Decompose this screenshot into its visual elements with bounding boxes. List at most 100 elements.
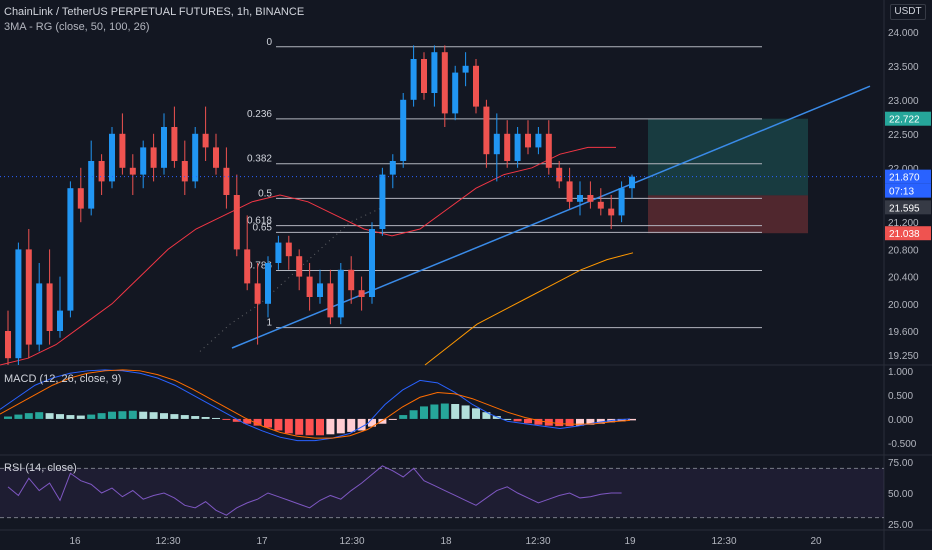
candle-body	[348, 269, 355, 291]
macd-histogram-bar	[576, 418, 584, 426]
fib-level-label: 0.236	[247, 109, 272, 120]
macd-histogram-bar	[617, 418, 626, 422]
candle-body	[67, 188, 74, 311]
macd-histogram-bar	[357, 418, 366, 431]
macd-tick-label: 0.000	[888, 415, 913, 426]
macd-histogram-bar	[160, 413, 168, 419]
macd-histogram-bar	[180, 415, 189, 419]
price-tick-label: 23.000	[888, 96, 919, 107]
candle-body	[483, 106, 490, 155]
time-tick-label: 12:30	[711, 536, 736, 547]
macd-histogram-bar	[420, 406, 428, 419]
candle-body	[452, 72, 459, 114]
currency-badge[interactable]: USDT	[890, 4, 926, 20]
macd-histogram-bar	[149, 412, 158, 419]
price-tag-label: 07:13	[889, 187, 914, 198]
ma-indicator-label: 3MA - RG (close, 50, 100, 26)	[4, 21, 150, 33]
rsi-band	[0, 468, 884, 518]
candle-body	[473, 65, 479, 107]
macd-histogram-bar	[222, 418, 231, 420]
macd-histogram-bar	[503, 418, 512, 420]
price-tick-label: 19.600	[888, 327, 919, 338]
candle-body	[337, 269, 344, 318]
price-tag	[885, 169, 931, 184]
candle-body	[566, 181, 573, 202]
macd-histogram-bar	[295, 418, 304, 435]
candle-body	[275, 242, 282, 263]
macd-histogram-bar	[316, 418, 324, 436]
fib-level-label: 0.786	[247, 260, 272, 271]
rsi-tick-label: 50.00	[888, 489, 913, 500]
macd-histogram-bar	[87, 414, 96, 419]
moving-average-line	[0, 146, 616, 366]
macd-histogram-bar	[45, 413, 54, 419]
candle-body	[171, 127, 178, 161]
macd-histogram-bar	[76, 415, 85, 419]
candle-body	[140, 147, 147, 175]
price-tick-label: 22.500	[888, 130, 919, 141]
macd-histogram-bar	[201, 416, 210, 419]
candle-body	[254, 283, 261, 304]
position-target-zone	[648, 118, 808, 196]
price-tag-label: 21.870	[889, 173, 920, 184]
candle-body	[597, 201, 604, 209]
candle-body	[410, 59, 417, 100]
macd-histogram-bar	[14, 414, 23, 419]
time-tick-label: 12:30	[155, 536, 180, 547]
macd-histogram-bar	[430, 404, 439, 419]
candle-body	[5, 331, 11, 359]
price-tick-label: 24.000	[888, 28, 919, 39]
price-tag	[885, 226, 931, 241]
candle-body	[98, 161, 105, 182]
macd-histogram-bar	[596, 418, 605, 424]
candle-body	[161, 127, 167, 168]
price-tick-label: 21.200	[888, 218, 919, 229]
macd-tick-label: 0.500	[888, 391, 913, 402]
candle-body	[244, 249, 251, 284]
macd-histogram-bar	[347, 418, 356, 432]
candle-body	[379, 174, 386, 229]
candle-body	[109, 133, 115, 182]
candle-body	[358, 290, 365, 297]
macd-tick-label: -0.500	[888, 439, 917, 450]
candle-body	[400, 99, 407, 161]
candle-body	[441, 52, 448, 114]
time-tick-label: 18	[440, 536, 452, 547]
macd-histogram-bar	[139, 411, 148, 419]
macd-histogram-bar	[628, 418, 636, 421]
rsi-tick-label: 25.00	[888, 520, 913, 531]
fib-level-label: 0.65	[253, 222, 273, 233]
macd-histogram-bar	[97, 413, 106, 419]
candle-body	[535, 133, 542, 148]
macd-histogram-bar	[170, 414, 179, 419]
candle-body	[296, 256, 303, 277]
macd-histogram-bar	[388, 418, 397, 420]
price-tick-label: 19.250	[888, 351, 919, 362]
candle-body	[525, 133, 531, 148]
macd-histogram-bar	[378, 418, 387, 424]
candle-body	[327, 283, 334, 318]
time-tick-label: 12:30	[339, 536, 364, 547]
macd-histogram-bar	[586, 418, 595, 425]
macd-histogram-bar	[461, 405, 470, 419]
candle-body	[150, 147, 157, 168]
candle-body	[493, 133, 500, 155]
candle-body	[556, 167, 563, 182]
position-stop-zone	[648, 195, 808, 234]
price-tick-label: 20.400	[888, 273, 919, 284]
macd-label: MACD (12, 26, close, 9)	[4, 373, 122, 385]
candle-body	[233, 195, 240, 250]
macd-histogram-bar	[274, 418, 283, 431]
moving-average-line	[424, 252, 634, 366]
macd-histogram-bar	[264, 418, 272, 428]
macd-tick-label: 1.000	[888, 367, 913, 378]
macd-histogram-bar	[24, 413, 33, 419]
macd-histogram-bar	[305, 418, 314, 436]
candle-body	[88, 161, 95, 209]
macd-histogram-bar	[284, 418, 293, 434]
candle-body	[285, 242, 292, 257]
macd-signal-line	[0, 369, 631, 439]
candle-body	[514, 133, 521, 161]
macd-histogram-bar	[534, 418, 543, 425]
